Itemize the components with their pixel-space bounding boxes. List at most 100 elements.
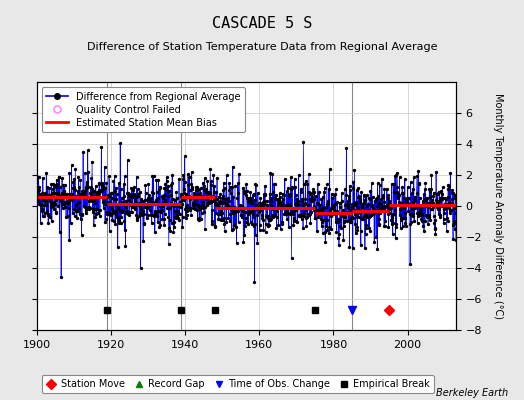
- Point: [211, 201, 219, 208]
- Point: [359, 192, 368, 198]
- Point: [183, 208, 192, 214]
- Point: [290, 176, 299, 182]
- Point: [432, 191, 441, 197]
- Point: [94, 209, 102, 216]
- Point: [342, 202, 350, 209]
- Point: [411, 204, 420, 211]
- Point: [71, 166, 80, 172]
- Point: [39, 193, 48, 200]
- Point: [35, 184, 43, 190]
- Point: [274, 196, 282, 202]
- Point: [140, 211, 148, 217]
- Point: [364, 208, 372, 214]
- Point: [38, 206, 47, 213]
- Point: [197, 215, 205, 222]
- Point: [126, 192, 134, 198]
- Point: [255, 200, 264, 207]
- Point: [208, 220, 216, 227]
- Point: [226, 211, 234, 218]
- Point: [236, 202, 244, 208]
- Point: [85, 204, 93, 211]
- Point: [384, 211, 392, 217]
- Point: [157, 201, 165, 208]
- Point: [229, 226, 237, 232]
- Point: [206, 190, 214, 196]
- Point: [425, 194, 434, 200]
- Point: [34, 197, 42, 204]
- Point: [236, 205, 244, 211]
- Point: [158, 203, 167, 210]
- Point: [187, 212, 195, 218]
- Point: [234, 190, 242, 196]
- Point: [385, 206, 394, 212]
- Point: [120, 218, 128, 224]
- Point: [262, 212, 270, 219]
- Point: [136, 265, 145, 272]
- Point: [392, 188, 401, 195]
- Point: [278, 190, 287, 197]
- Point: [445, 182, 453, 189]
- Point: [376, 210, 384, 216]
- Point: [377, 203, 386, 209]
- Point: [343, 209, 351, 215]
- Point: [75, 184, 83, 190]
- Point: [391, 189, 399, 196]
- Point: [254, 190, 262, 196]
- Point: [178, 224, 187, 230]
- Point: [379, 194, 387, 200]
- Point: [414, 213, 423, 219]
- Point: [74, 188, 82, 194]
- Point: [318, 219, 326, 225]
- Point: [401, 176, 409, 182]
- Point: [449, 222, 457, 228]
- Point: [73, 193, 81, 200]
- Point: [314, 207, 323, 213]
- Point: [141, 203, 150, 210]
- Point: [327, 226, 335, 233]
- Point: [166, 228, 174, 234]
- Point: [95, 187, 103, 193]
- Point: [201, 204, 210, 210]
- Point: [285, 193, 293, 199]
- Point: [416, 207, 424, 214]
- Point: [209, 172, 217, 178]
- Point: [32, 188, 41, 194]
- Point: [113, 214, 122, 220]
- Point: [189, 201, 198, 208]
- Point: [95, 180, 103, 186]
- Point: [438, 196, 446, 202]
- Point: [98, 179, 106, 186]
- Point: [257, 207, 265, 213]
- Point: [305, 190, 314, 197]
- Point: [332, 229, 341, 235]
- Point: [435, 189, 443, 195]
- Point: [301, 196, 309, 202]
- Point: [447, 202, 456, 208]
- Point: [447, 196, 456, 203]
- Point: [323, 217, 331, 224]
- Point: [311, 215, 320, 221]
- Point: [315, 211, 324, 218]
- Point: [439, 219, 447, 226]
- Point: [174, 208, 182, 215]
- Point: [400, 205, 408, 211]
- Point: [48, 218, 56, 224]
- Point: [59, 190, 68, 196]
- Point: [147, 212, 155, 218]
- Point: [221, 196, 230, 202]
- Point: [55, 195, 63, 201]
- Point: [82, 207, 90, 214]
- Point: [191, 194, 199, 200]
- Point: [378, 176, 386, 182]
- Point: [265, 216, 273, 223]
- Point: [368, 202, 377, 208]
- Point: [208, 199, 216, 205]
- Point: [289, 210, 297, 216]
- Point: [354, 194, 362, 200]
- Point: [212, 200, 220, 206]
- Point: [139, 220, 148, 227]
- Point: [126, 193, 135, 200]
- Point: [67, 194, 75, 200]
- Point: [288, 184, 297, 190]
- Point: [191, 206, 200, 212]
